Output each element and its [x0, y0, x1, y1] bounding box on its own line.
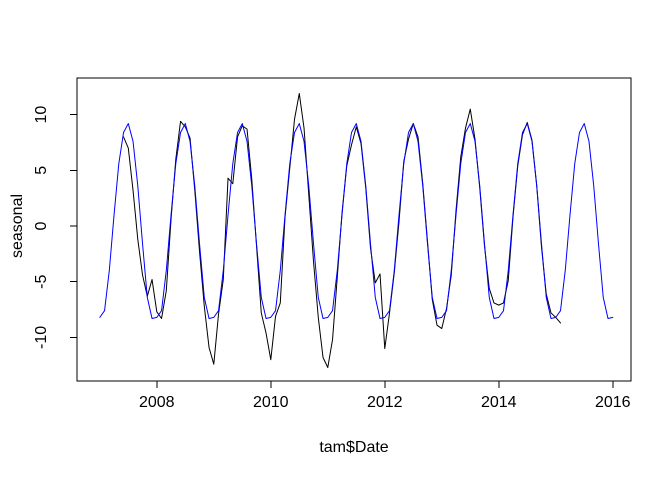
x-tick-label: 2016 — [595, 394, 631, 411]
series-line-observed-black — [123, 92, 561, 369]
y-tick-label: -5 — [33, 275, 50, 289]
series-lines — [99, 92, 614, 369]
x-axis-title: tam$Date — [319, 439, 388, 456]
y-axis-ticks: 10 5 0 -5 -10 — [33, 106, 77, 349]
y-tick-label: 10 — [33, 106, 50, 124]
x-tick-label: 2008 — [139, 394, 175, 411]
x-tick-label: 2014 — [481, 394, 517, 411]
y-tick-label: 0 — [33, 221, 50, 230]
x-tick-label: 2010 — [253, 394, 289, 411]
y-axis-title: seasonal — [9, 194, 26, 258]
y-tick-label: -10 — [33, 326, 50, 349]
plot-border-box — [76, 77, 632, 382]
y-tick-label: 5 — [33, 166, 50, 175]
x-axis-ticks: 2008 2010 2012 2014 2016 — [139, 381, 631, 411]
x-tick-label: 2012 — [367, 394, 403, 411]
series-line-fitted-blue — [99, 123, 614, 320]
